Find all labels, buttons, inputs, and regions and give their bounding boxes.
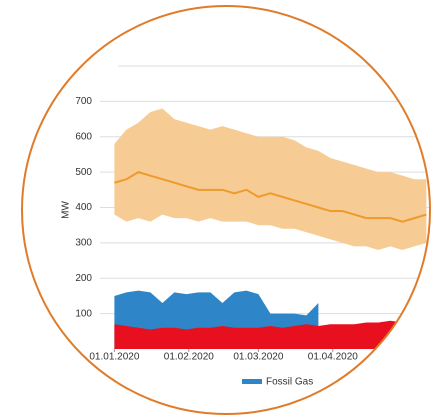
y-tick-label: 400 bbox=[75, 202, 92, 213]
mean-line bbox=[114, 171, 427, 223]
y-tick-label: 600 bbox=[75, 131, 92, 142]
range-band bbox=[114, 108, 427, 250]
legend-label: Fossil Gas bbox=[266, 377, 313, 388]
x-tick-label: 01.04.2020 bbox=[308, 352, 358, 363]
y-tick-label: 100 bbox=[75, 308, 92, 319]
x-tick-label: 01.03.2020 bbox=[233, 352, 283, 363]
y-tick-label: 200 bbox=[75, 273, 92, 284]
legend-swatch bbox=[242, 379, 262, 384]
plot-area: MW 100 200 300 400 500 600 700 01.01.2020 01.02.… bbox=[61, 65, 430, 388]
y-axis-label: MW bbox=[61, 201, 72, 219]
y-tick-label: 700 bbox=[75, 96, 92, 107]
x-tick-label: 01.02.2020 bbox=[164, 352, 214, 363]
frame-circle bbox=[21, 5, 431, 415]
x-tick-label: 01.01.2020 bbox=[89, 352, 139, 363]
y-tick-label: 500 bbox=[75, 167, 92, 178]
area bbox=[114, 320, 403, 349]
y-tick-label: 300 bbox=[75, 238, 92, 249]
